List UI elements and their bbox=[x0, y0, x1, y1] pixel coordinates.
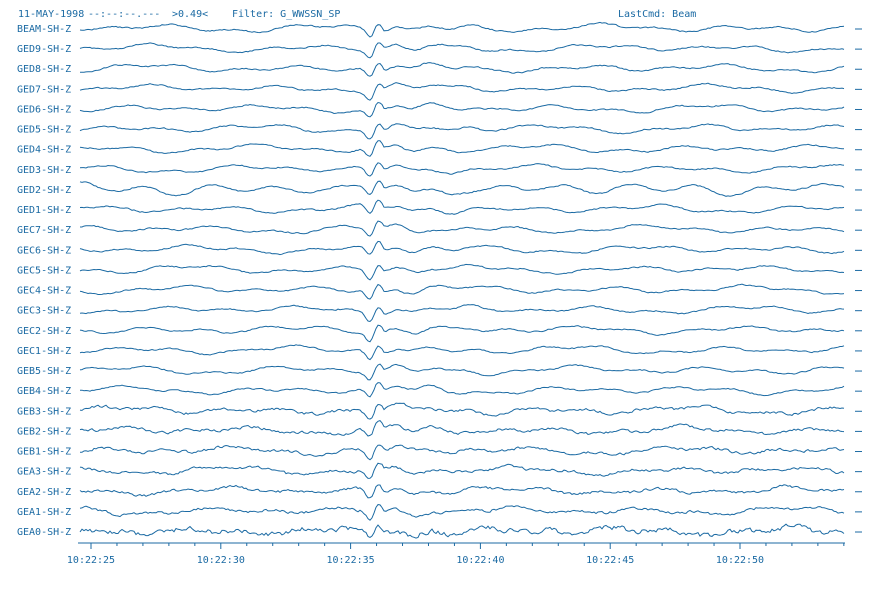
waveform bbox=[79, 140, 844, 157]
time-tick-label: 10:22:50 bbox=[716, 555, 764, 566]
trace-label: GEC1-SH-Z bbox=[17, 346, 71, 357]
waveform bbox=[79, 101, 845, 118]
waveform bbox=[80, 62, 845, 77]
trace-label: GED3-SH-Z bbox=[17, 165, 71, 176]
waveform bbox=[79, 21, 845, 38]
waveform bbox=[80, 382, 845, 398]
trace-label: GED8-SH-Z bbox=[17, 64, 71, 75]
trace-label: GEC6-SH-Z bbox=[17, 245, 71, 256]
trace-label: GED2-SH-Z bbox=[17, 185, 71, 196]
waveform bbox=[79, 162, 845, 177]
trace-label: GED1-SH-Z bbox=[17, 205, 71, 216]
trace-label: GEC7-SH-Z bbox=[17, 225, 71, 236]
trace-label: GEB5-SH-Z bbox=[17, 366, 71, 377]
header-amplitude: >0.49< bbox=[172, 9, 208, 20]
header-date: 11-MAY-1998 bbox=[18, 9, 84, 20]
waveform bbox=[79, 324, 845, 343]
trace-label: GEA1-SH-Z bbox=[17, 507, 71, 518]
trace-label: GEC5-SH-Z bbox=[17, 265, 71, 276]
waveform bbox=[79, 484, 845, 499]
waveform bbox=[79, 263, 845, 281]
waveform bbox=[79, 82, 845, 101]
time-tick-label: 10:22:25 bbox=[67, 555, 115, 566]
waveform bbox=[79, 123, 845, 140]
waveform bbox=[79, 283, 845, 300]
trace-label: GEB3-SH-Z bbox=[17, 406, 71, 417]
trace-label: GED9-SH-Z bbox=[17, 44, 71, 55]
time-tick-label: 10:22:40 bbox=[456, 555, 504, 566]
header-last-cmd: LastCmd: Beam bbox=[618, 9, 696, 20]
trace-label: GEC2-SH-Z bbox=[17, 326, 71, 337]
waveform bbox=[79, 240, 845, 256]
waveform bbox=[79, 304, 845, 323]
trace-label: GED5-SH-Z bbox=[17, 125, 71, 136]
waveform bbox=[79, 462, 845, 479]
waveform bbox=[79, 199, 845, 215]
trace-label: GEB1-SH-Z bbox=[17, 447, 71, 458]
waveform bbox=[79, 504, 845, 521]
time-tick-label: 10:22:45 bbox=[586, 555, 634, 566]
trace-label: GEA0-SH-Z bbox=[17, 527, 71, 538]
trace-label: GED7-SH-Z bbox=[17, 84, 71, 95]
trace-label: GEA3-SH-Z bbox=[17, 467, 71, 478]
time-tick-label: 10:22:30 bbox=[197, 555, 245, 566]
waveform bbox=[79, 402, 845, 420]
time-tick-label: 10:22:35 bbox=[327, 555, 375, 566]
trace-label: GEA2-SH-Z bbox=[17, 487, 71, 498]
waveform bbox=[79, 180, 845, 197]
trace-label: GEB2-SH-Z bbox=[17, 426, 71, 437]
trace-label: GEC4-SH-Z bbox=[17, 286, 71, 297]
waveform bbox=[79, 42, 845, 59]
header-filter: Filter: G_WWSSN_SP bbox=[232, 9, 340, 20]
trace-label: GEC3-SH-Z bbox=[17, 306, 71, 317]
waveform bbox=[79, 523, 845, 539]
trace-label: GEB4-SH-Z bbox=[17, 386, 71, 397]
trace-label: GED4-SH-Z bbox=[17, 145, 71, 156]
waveform bbox=[79, 344, 845, 361]
waveform bbox=[80, 220, 845, 237]
waveform bbox=[79, 363, 845, 381]
waveform bbox=[79, 444, 845, 461]
trace-label: BEAM-SH-Z bbox=[17, 24, 71, 35]
header-time: --:--:--.--- bbox=[88, 9, 160, 20]
trace-label: GED6-SH-Z bbox=[17, 104, 71, 115]
waveform bbox=[79, 420, 845, 437]
